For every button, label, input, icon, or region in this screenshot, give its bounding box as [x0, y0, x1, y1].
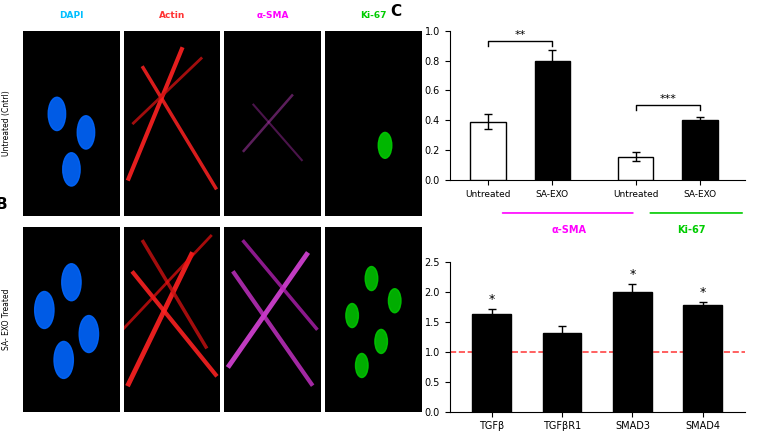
- Circle shape: [63, 153, 80, 186]
- Text: ***: ***: [660, 94, 677, 104]
- Text: *: *: [629, 268, 636, 281]
- Text: Actin: Actin: [159, 11, 185, 20]
- Bar: [618, 157, 654, 180]
- Text: SA- EXO Treated: SA- EXO Treated: [2, 289, 12, 350]
- Text: DAPI: DAPI: [59, 11, 84, 20]
- Text: B: B: [0, 197, 8, 212]
- Bar: [543, 333, 581, 412]
- Circle shape: [346, 304, 359, 328]
- Circle shape: [54, 342, 74, 378]
- Bar: [535, 60, 570, 180]
- Y-axis label: FC norm to Untreated: FC norm to Untreated: [409, 280, 419, 394]
- Text: Ki-67: Ki-67: [360, 11, 386, 20]
- Circle shape: [356, 353, 368, 378]
- Circle shape: [48, 97, 65, 131]
- Circle shape: [379, 132, 392, 158]
- Text: *: *: [700, 286, 706, 299]
- Text: α-SMA: α-SMA: [257, 11, 289, 20]
- Text: Untreated (Cntrl): Untreated (Cntrl): [2, 90, 12, 156]
- Text: C: C: [390, 4, 402, 19]
- Circle shape: [389, 289, 401, 313]
- Circle shape: [78, 116, 94, 149]
- Circle shape: [375, 329, 387, 353]
- Circle shape: [79, 315, 98, 353]
- Text: *: *: [488, 293, 495, 306]
- Text: Ki-67: Ki-67: [677, 225, 706, 235]
- Bar: [613, 292, 652, 412]
- Text: **: **: [515, 30, 526, 39]
- Circle shape: [35, 291, 54, 328]
- Text: D: D: [390, 235, 403, 251]
- Bar: [682, 120, 717, 180]
- Bar: [472, 314, 511, 412]
- Bar: [471, 122, 506, 180]
- Bar: [684, 305, 722, 412]
- Y-axis label: Fraction of Cells: Fraction of Cells: [409, 64, 419, 147]
- Circle shape: [366, 266, 378, 290]
- Text: α-SMA: α-SMA: [551, 225, 587, 235]
- Circle shape: [61, 264, 81, 301]
